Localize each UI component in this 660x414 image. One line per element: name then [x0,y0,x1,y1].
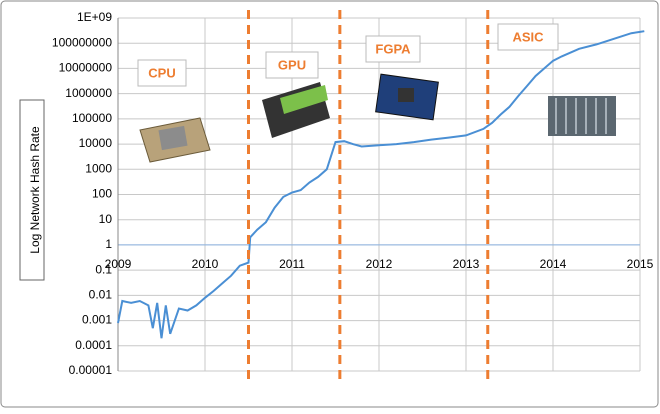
asic-image [548,96,616,136]
y-tick-label: 10 [99,212,113,226]
annotation: ASIC [512,29,544,44]
y-tick-label: 0.0001 [75,338,112,352]
y-tick-label: 10000 [79,136,113,150]
annotation-box [497,23,559,51]
annotation-box [265,51,319,79]
x-tick-label: 2011 [279,257,305,271]
y-label-box [19,99,45,281]
x-tick-label: 2014 [540,257,567,271]
y-tick-label: 10000000 [59,61,113,75]
y-tick-label: 1000 [85,161,112,175]
y-tick-label: 100000000 [52,35,112,49]
x-tick-label: 2010 [192,257,219,271]
cpu-image [139,117,211,163]
annotation: GPU [278,57,306,72]
y-tick-label: 1E+09 [77,10,112,24]
annotation-box [365,35,421,63]
fpga-image [375,73,439,121]
y-tick-label: 100 [92,187,112,201]
y-tick-label: 1000000 [65,86,112,100]
gpu-image [262,82,330,138]
y-tick-label: 0.001 [82,313,112,327]
annotation: CPU [148,65,175,80]
annotation-box [137,59,187,87]
y-tick-label: 0.1 [95,262,112,276]
y-axis-label: Log Network Hash Rate [28,126,42,254]
x-tick-label: 2012 [366,257,393,271]
y-tick-label: 100000 [72,111,112,125]
y-tick-label: 1 [105,237,112,251]
data-line [117,30,645,339]
x-tick-label: 2015 [627,257,654,271]
x-tick-label: 2013 [453,257,480,271]
x-tick-label: 2009 [105,257,132,271]
y-tick-label: 0.01 [89,288,113,302]
annotation: FGPA [375,41,411,56]
y-tick-label: 0.00001 [69,363,113,377]
